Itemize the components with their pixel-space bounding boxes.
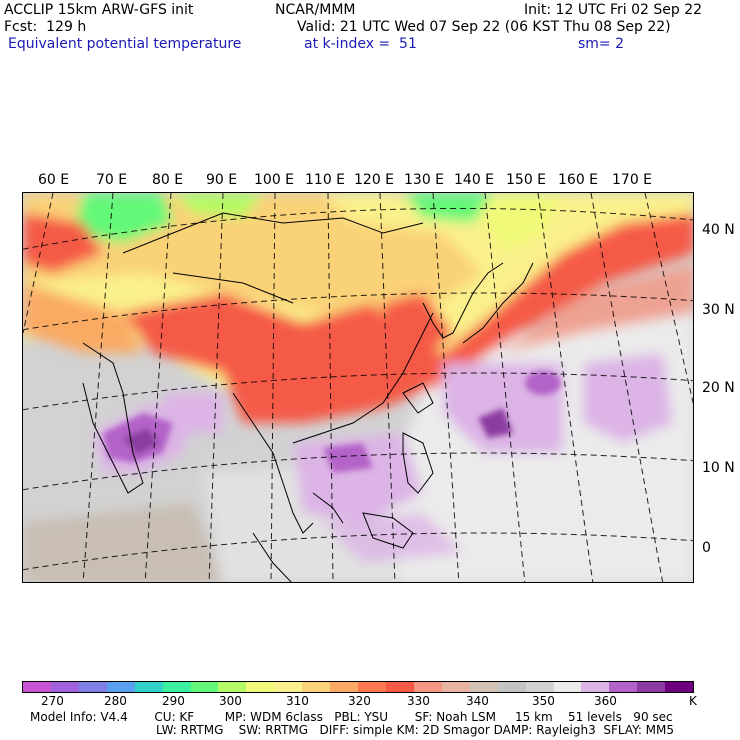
colorbar-label-330: 330 xyxy=(407,694,430,708)
lon-label-170e: 170 E xyxy=(612,172,653,188)
colorbar-swatch xyxy=(441,682,470,692)
colorbar-swatch xyxy=(553,682,582,692)
map-panel xyxy=(22,192,694,583)
model-info-line2: LW: RRTMG SW: RRTMG DIFF: simple KM: 2D … xyxy=(156,723,675,737)
colorbar-label-350: 350 xyxy=(532,694,555,708)
colorbar-swatch xyxy=(302,682,331,692)
colorbar-swatch xyxy=(525,682,554,692)
center-name: NCAR/MMM xyxy=(275,2,356,18)
field-name: Equivalent potential temperature xyxy=(8,36,242,52)
colorbar-label-340: 340 xyxy=(466,694,489,708)
map-field xyxy=(23,193,693,582)
colorbar-swatch xyxy=(581,682,610,692)
forecast-hour: Fcst: 129 h xyxy=(4,19,87,35)
colorbar-label-310: 310 xyxy=(286,694,309,708)
colorbar-swatch xyxy=(134,682,163,692)
smoothing-label: sm= 2 xyxy=(578,36,625,52)
lon-label-60e: 60 E xyxy=(38,172,70,188)
lon-label-100e: 100 E xyxy=(254,172,295,188)
lon-label-150e: 150 E xyxy=(506,172,547,188)
colorbar-label-280: 280 xyxy=(104,694,127,708)
colorbar-swatch xyxy=(413,682,442,692)
colorbar-unit: K xyxy=(689,694,697,708)
lon-label-70e: 70 E xyxy=(96,172,128,188)
colorbar-swatch xyxy=(23,682,51,692)
lat-label-20n: 20 N xyxy=(702,380,735,396)
lon-label-90e: 90 E xyxy=(206,172,238,188)
colorbar-label-360: 360 xyxy=(594,694,617,708)
colorbar-label-320: 320 xyxy=(348,694,371,708)
colorbar-swatch xyxy=(50,682,79,692)
colorbar-swatch xyxy=(609,682,638,692)
colorbar-swatch xyxy=(469,682,498,692)
colorbar-swatch xyxy=(665,682,694,692)
colorbar-label-290: 290 xyxy=(162,694,185,708)
lat-label-30n: 30 N xyxy=(702,302,735,318)
colorbar-swatch xyxy=(78,682,107,692)
colorbar-label-270: 270 xyxy=(41,694,64,708)
colorbar-swatch xyxy=(246,682,275,692)
lon-label-130e: 130 E xyxy=(404,172,445,188)
valid-time: Valid: 21 UTC Wed 07 Sep 22 (06 KST Thu … xyxy=(297,19,671,35)
model-info-line1: Model Info: V4.4 CU: KF MP: WDM 6class P… xyxy=(30,710,673,724)
lat-label-0: 0 xyxy=(702,540,711,556)
init-time: Init: 12 UTC Fri 02 Sep 22 xyxy=(524,2,703,18)
lon-label-160e: 160 E xyxy=(558,172,599,188)
colorbar-swatch xyxy=(106,682,135,692)
colorbar-swatch xyxy=(330,682,359,692)
lat-label-40n: 40 N xyxy=(702,222,735,238)
lat-label-10n: 10 N xyxy=(702,460,735,476)
lon-label-120e: 120 E xyxy=(354,172,395,188)
colorbar xyxy=(22,681,694,693)
colorbar-swatch xyxy=(358,682,386,692)
model-title: ACCLIP 15km ARW-GFS init xyxy=(4,2,194,18)
lon-label-110e: 110 E xyxy=(305,172,346,188)
colorbar-swatch xyxy=(385,682,414,692)
colorbar-swatch xyxy=(497,682,526,692)
level-label: at k-index = 51 xyxy=(304,36,417,52)
colorbar-swatch xyxy=(162,682,191,692)
colorbar-swatch xyxy=(637,682,666,692)
lon-label-140e: 140 E xyxy=(454,172,495,188)
colorbar-label-300: 300 xyxy=(219,694,242,708)
colorbar-swatch xyxy=(190,682,219,692)
colorbar-swatch xyxy=(274,682,303,692)
colorbar-swatch xyxy=(218,682,247,692)
lon-label-80e: 80 E xyxy=(152,172,184,188)
